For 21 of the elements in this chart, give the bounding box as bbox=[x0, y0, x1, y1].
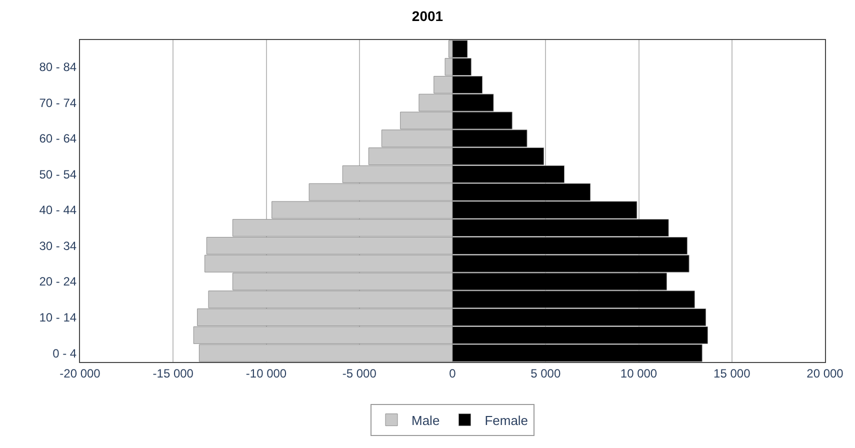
y-tick-label: 30 - 34 bbox=[39, 238, 77, 253]
y-tick-label: 70 - 74 bbox=[39, 96, 77, 110]
x-tick-label: -5 000 bbox=[342, 366, 377, 380]
y-tick-label: 40 - 44 bbox=[39, 203, 77, 218]
x-tick-label: 10 000 bbox=[620, 366, 658, 380]
chart-title: 2001 bbox=[412, 8, 444, 24]
legend-label: Female bbox=[484, 412, 528, 428]
x-tick-label: 0 bbox=[449, 366, 456, 380]
y-tick-label: 50 - 54 bbox=[39, 167, 77, 182]
x-tick-label: 15 000 bbox=[714, 366, 751, 380]
y-tick-label: 80 - 84 bbox=[39, 60, 77, 74]
x-tick-label: -10 000 bbox=[246, 366, 287, 380]
x-tick-label: 20 000 bbox=[806, 366, 844, 380]
x-tick-label: -20 000 bbox=[60, 366, 101, 380]
x-tick-label: -15 000 bbox=[152, 366, 194, 380]
y-tick-label: 10 - 14 bbox=[39, 310, 77, 324]
y-tick-label: 60 - 64 bbox=[39, 132, 77, 146]
legend-label: Male bbox=[412, 412, 440, 428]
x-tick-label: 5 000 bbox=[530, 366, 561, 380]
y-tick-label: 20 - 24 bbox=[39, 274, 77, 289]
y-tick-label: 0 - 4 bbox=[52, 346, 77, 360]
